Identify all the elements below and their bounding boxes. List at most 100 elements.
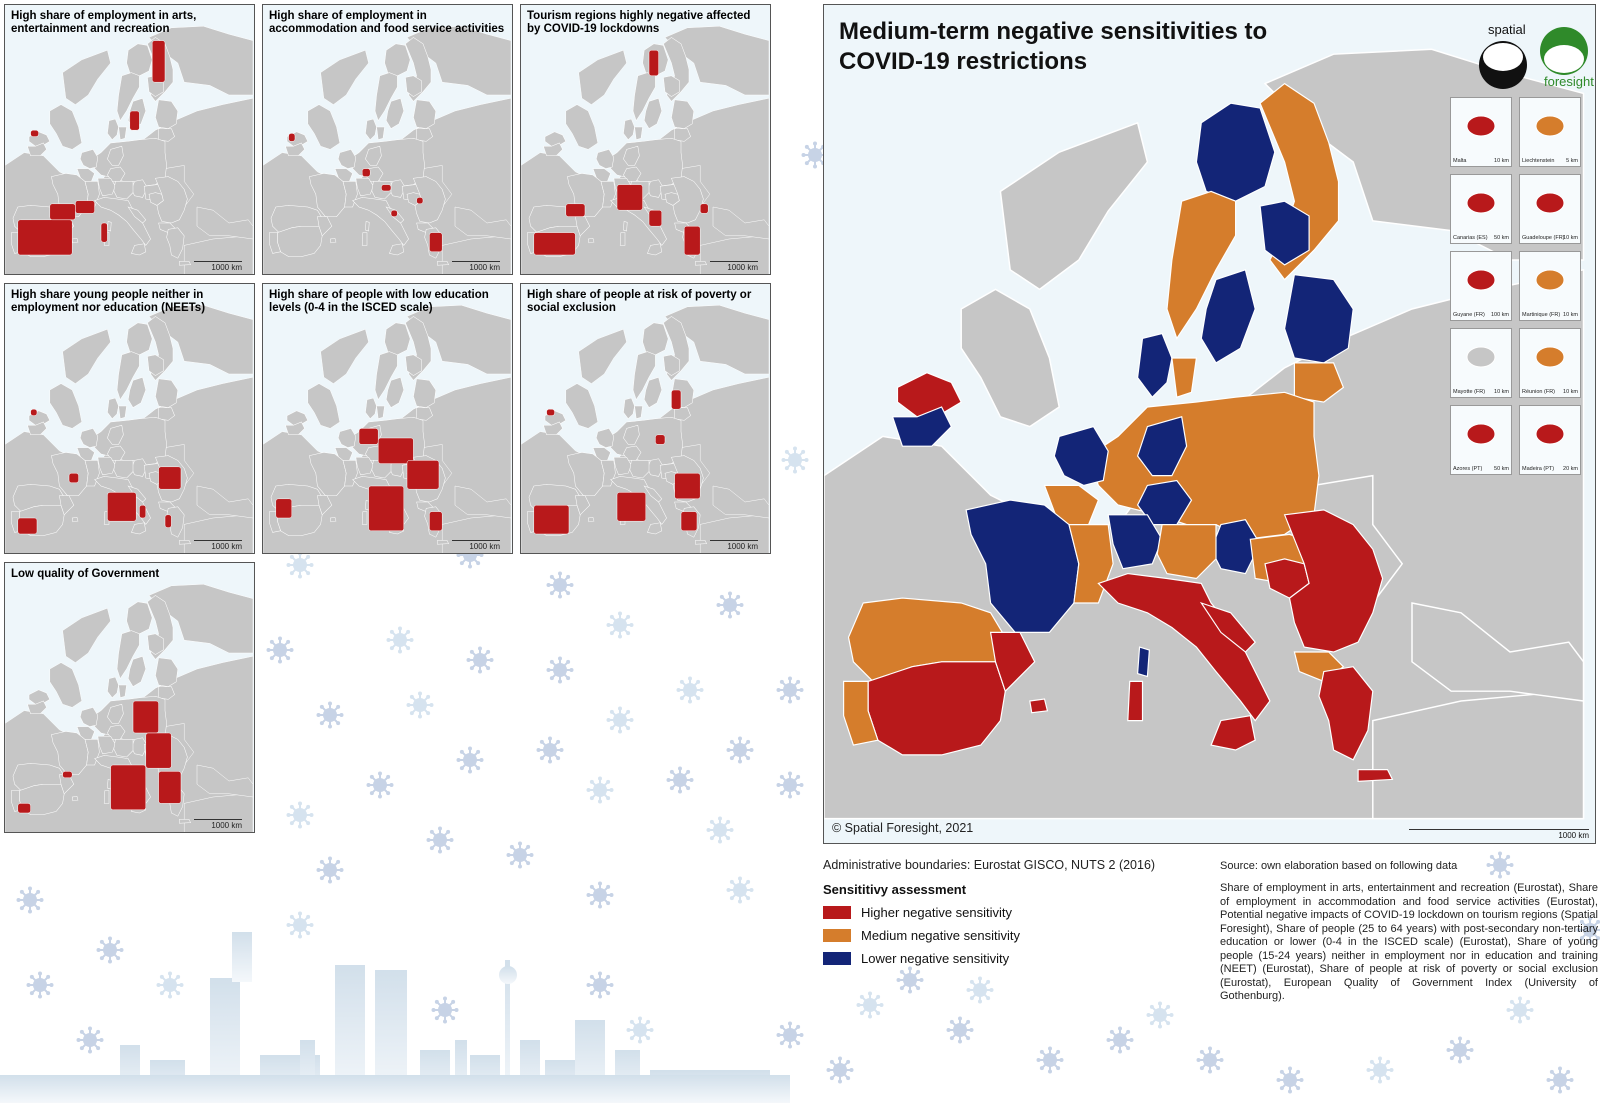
land-area	[999, 121, 1149, 291]
nuts2-region	[843, 680, 879, 746]
land-area	[664, 304, 770, 375]
virus-icon	[1036, 1046, 1064, 1074]
nuts2-region	[389, 243, 405, 256]
legend-label: Higher negative sensitivity	[861, 905, 1013, 920]
nuts2-region	[623, 397, 635, 420]
nuts2-region	[107, 676, 119, 699]
inset-scale: 10 km	[1563, 235, 1578, 241]
inset-scale: 10 km	[1494, 389, 1509, 395]
nuts2-region	[1136, 416, 1188, 477]
small-map-title: High share of employment in arts, entert…	[11, 10, 197, 35]
nuts2-region	[118, 126, 127, 141]
nuts2-region	[647, 522, 663, 535]
small-map-poverty: High share of people at risk of poverty …	[520, 283, 771, 554]
nuts2-region	[127, 376, 147, 408]
highlighted-region	[17, 803, 31, 814]
nuts2-region	[632, 351, 656, 401]
nuts2-region	[97, 177, 116, 197]
land-area	[196, 206, 254, 240]
highlighted-region	[49, 203, 76, 221]
nuts2-region	[277, 225, 323, 257]
nuts2-region	[116, 351, 140, 401]
nuts2-region	[94, 476, 151, 525]
inset-map: Madeira (PT) 20 km	[1519, 405, 1581, 475]
nuts2-region	[155, 176, 188, 224]
land-area	[320, 328, 369, 384]
small-map-arts-employment: High share of employment in arts, entert…	[4, 4, 255, 275]
nuts2-region	[97, 456, 116, 476]
land-area	[406, 304, 512, 375]
nuts2-region	[695, 540, 708, 545]
highlighted-region	[683, 225, 701, 256]
nuts2-region	[337, 428, 357, 448]
virus-icon	[726, 736, 754, 764]
highlighted-region	[151, 40, 166, 83]
nuts2-region	[543, 142, 563, 157]
nuts2-region	[663, 75, 680, 97]
nuts2-region	[27, 700, 47, 715]
nuts2-region	[1156, 524, 1217, 580]
nuts2-region	[634, 405, 643, 420]
nuts2-region	[1199, 601, 1256, 653]
main-map-scale: 1000 km	[1409, 829, 1589, 840]
nuts2-region	[365, 145, 382, 166]
nuts2-region	[413, 99, 437, 129]
nuts2-region	[131, 522, 147, 535]
nuts2-region	[1293, 362, 1345, 403]
virus-icon	[26, 971, 54, 999]
highlighted-region	[616, 492, 647, 522]
highlighted-region	[680, 511, 698, 532]
legend-swatch-higher	[823, 906, 851, 919]
nuts2-region	[1283, 509, 1384, 653]
inset-label: Martinique (FR)	[1522, 312, 1561, 318]
small-map-drawing	[263, 304, 512, 553]
highlighted-region	[68, 472, 79, 484]
virus-icon	[536, 736, 564, 764]
nuts2-region	[575, 495, 591, 516]
inset-shape	[1535, 346, 1565, 368]
virus-icon	[386, 626, 414, 654]
nuts2-region	[384, 43, 411, 77]
nuts2-region	[285, 421, 305, 436]
nuts2-region	[118, 684, 127, 699]
nuts2-region	[116, 72, 140, 122]
highlighted-region	[565, 203, 586, 217]
small-map-drawing	[5, 25, 254, 274]
inset-scale: 10 km	[1494, 158, 1509, 164]
inset-label: Malta	[1453, 158, 1467, 164]
small-map-title: High share of people with low education …	[269, 289, 489, 314]
nuts2-region	[544, 131, 567, 147]
nuts2-region	[671, 99, 695, 129]
nuts2-region	[79, 707, 99, 727]
legend-title: Sensititivy assessment	[823, 882, 967, 897]
nuts2-region	[337, 149, 357, 169]
small-map-drawing	[5, 304, 254, 553]
land-area	[712, 206, 770, 240]
nuts2-region	[355, 177, 374, 197]
nuts2-region	[1283, 274, 1354, 364]
nuts2-region	[147, 316, 174, 381]
land-area	[148, 583, 254, 654]
nuts2-region	[352, 197, 409, 246]
land-area	[578, 49, 627, 105]
inset-shape	[1535, 423, 1565, 445]
inset-label: Canarias (ES)	[1453, 235, 1488, 241]
nuts2-region	[127, 206, 147, 224]
nuts2-region	[965, 499, 1080, 633]
small-map-title: High share of employment in accommodatio…	[269, 10, 505, 35]
nuts2-region	[405, 37, 432, 102]
virus-icon	[776, 676, 804, 704]
virus-icon	[426, 826, 454, 854]
inset-shape	[1466, 269, 1496, 291]
nuts2-region	[285, 142, 305, 157]
land-area	[49, 383, 83, 429]
nuts2-region	[374, 351, 398, 401]
inset-map: Guadeloupe (FR) 10 km	[1519, 174, 1581, 244]
inset-shape	[1535, 269, 1565, 291]
nuts2-region	[613, 456, 632, 476]
nuts2-region	[166, 227, 185, 259]
nuts2-region	[643, 97, 663, 129]
highlighted-region	[616, 184, 643, 211]
small-map-scale: 1000 km	[710, 261, 758, 272]
logo-word-foresight: foresight	[1544, 74, 1594, 89]
